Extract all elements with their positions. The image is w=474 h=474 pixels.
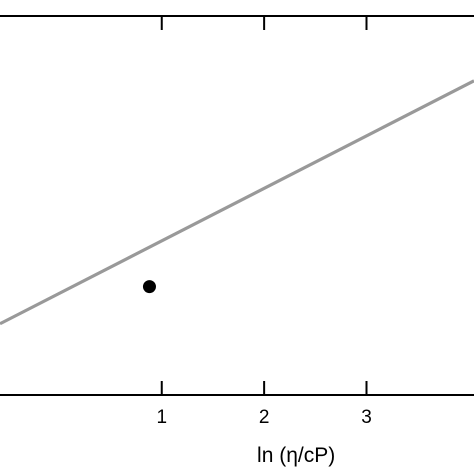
data-series bbox=[0, 79, 474, 326]
fit-line bbox=[0, 79, 474, 326]
x-tick-label-3: 3 bbox=[361, 407, 372, 428]
x-tick-label-1: 1 bbox=[156, 407, 167, 428]
x-tick-label-2: 2 bbox=[259, 407, 270, 428]
x-axis-label: ln (η/cP) bbox=[257, 444, 335, 467]
x-ticks: 1 2 3 bbox=[156, 16, 372, 428]
plot-frame bbox=[0, 15, 474, 396]
data-point-0 bbox=[142, 280, 156, 294]
